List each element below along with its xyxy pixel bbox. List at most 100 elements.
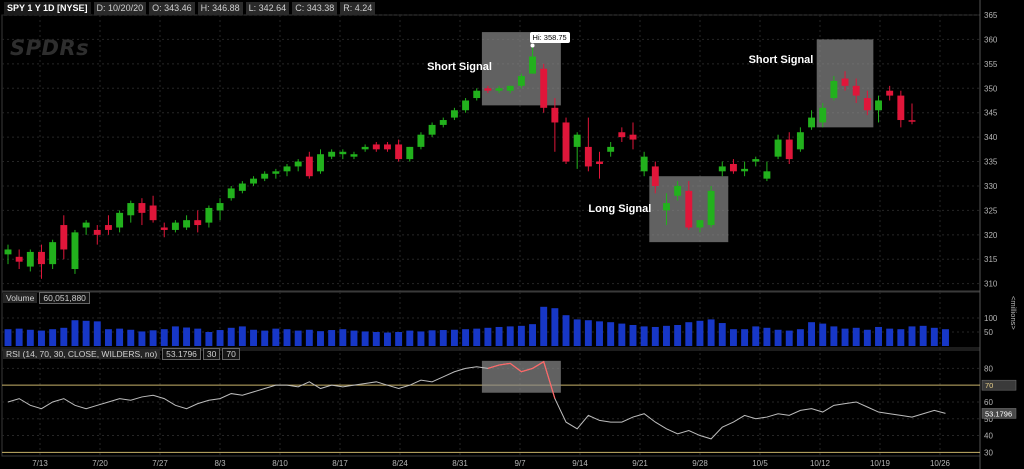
candle-up [183,220,191,228]
volume-bar [261,330,269,346]
candle-down [395,144,403,160]
candle-down [15,256,23,262]
date-tick-label: 7/20 [92,459,108,468]
volume-bar [294,330,302,346]
symbol-label[interactable]: SPY 1 Y 1D [NYSE] [4,2,91,15]
volume-bar [171,326,179,346]
candle-up [328,151,336,157]
candle-up [763,171,771,179]
candle-up [116,212,124,228]
volume-bar [796,329,804,346]
volume-bar [71,320,79,346]
candle-up [361,146,369,150]
date-tick-label: 8/31 [452,459,468,468]
candles [4,43,916,279]
volume-bar [227,327,235,346]
candle-down [372,144,380,150]
volume-bar [506,326,514,346]
candle-up [718,166,726,172]
candle-up [517,76,525,86]
volume-bar [685,322,693,346]
candle-up [573,134,581,147]
spdr-logo-watermark: SPDRs [10,36,90,60]
candle-up [171,222,179,230]
candle-down [584,146,592,167]
volume-bar [361,331,369,346]
date-label: D: 10/20/20 [93,2,147,15]
candle-up [696,220,704,228]
volume-bar [886,328,894,346]
volume-bar [484,327,492,346]
candle-down [618,132,626,138]
price-tick-label: 340 [984,133,998,142]
candle-up [428,124,436,135]
volume-bar [529,324,537,346]
candle-down [886,90,894,96]
candle-up [4,249,12,255]
short-signal-box [481,32,561,106]
candle-down [596,161,603,164]
candle-down [104,225,112,230]
volume-bar [328,330,336,346]
price-tick-label: 320 [984,231,998,240]
volume-bar [417,331,425,346]
volume-bar [183,327,191,346]
volume-bar [908,326,916,346]
date-tick-label: 8/10 [272,459,288,468]
volume-value: 60,051,880 [39,292,90,304]
candle-up [26,251,34,267]
volume-bar [919,325,927,346]
rsi-panel-label[interactable]: RSI (14, 70, 30, CLOSE, WILDERS, no) 53.1… [3,348,242,360]
rsi-tick-label: 60 [984,398,993,407]
volume-bar [272,328,280,346]
volume-bars [4,306,949,346]
volume-bar [93,321,101,346]
date-tick-label: 9/7 [514,459,526,468]
candle-down [60,225,68,250]
candle-down [149,205,157,221]
price-tick-label: 310 [984,280,998,289]
candle-up [272,171,280,174]
candle-up [317,154,324,172]
volume-bar [238,326,246,346]
candle-up [261,173,269,179]
candle-down [484,88,492,91]
candle-up [82,222,90,228]
volume-bar [852,327,860,346]
volume-bar [372,332,380,346]
volume-bar [741,329,749,346]
candle-up [216,203,224,211]
volume-panel-label[interactable]: Volume 60,051,880 [3,292,92,304]
volume-bar [584,320,592,346]
volume-bar [104,329,112,346]
candle-down [863,98,871,111]
low-label: L: 342.64 [245,2,290,15]
volume-bar [830,326,838,346]
candle-down [729,163,737,172]
date-tick-label: 10/26 [930,459,951,468]
volume-bar [517,325,525,346]
volume-bar [473,328,481,346]
price-tick-label: 365 [984,11,998,20]
long-signal-annotation: Long Signal [588,203,652,216]
volume-bar [38,330,45,346]
rsi-value-badge-box [981,408,1017,419]
rsi-oversold-level: 30 [202,348,221,360]
candle-up [774,139,782,157]
short-signal-annotation: Short Signal [427,61,492,74]
volume-bar [841,328,849,346]
candle-up [819,107,827,123]
candle-down [629,134,637,140]
close-label: C: 343.38 [292,2,338,15]
volume-bar [707,319,715,346]
rsi-overbought-segment [487,360,556,399]
price-tick-label: 345 [984,109,998,118]
rsi-line [7,360,946,440]
volume-bar [127,329,135,346]
volume-bar [116,328,124,346]
candle-up [607,146,615,152]
volume-bar [428,330,436,346]
quote-header: SPY 1 Y 1D [NYSE] D: 10/20/20 O: 343.46 … [4,2,376,15]
open-label: O: 343.46 [149,2,195,15]
candle-down [540,68,548,108]
